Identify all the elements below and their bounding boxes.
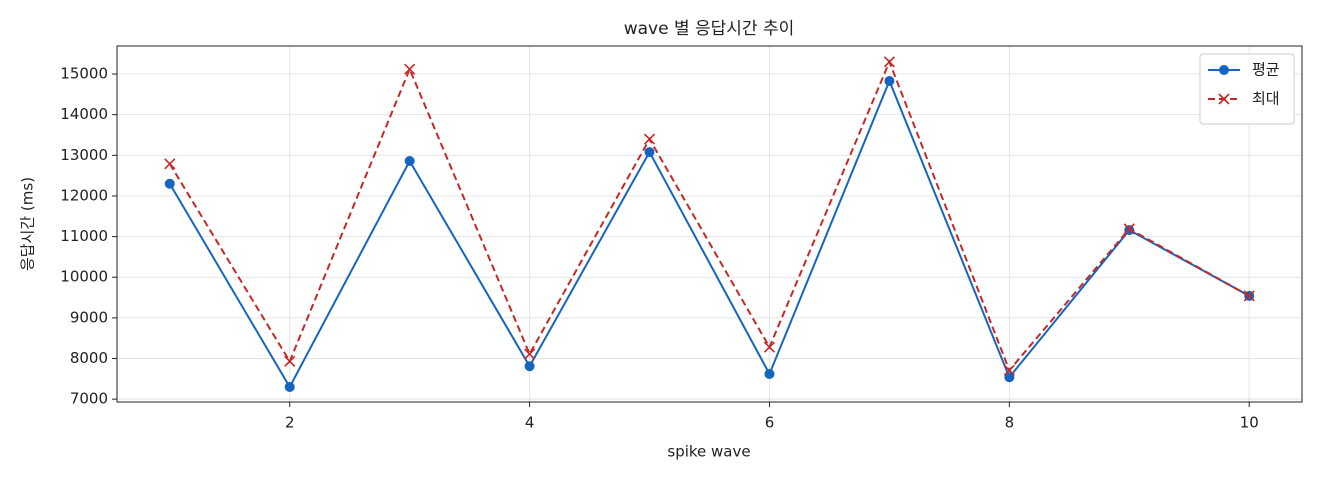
data-point — [284, 355, 296, 367]
legend-marker — [1219, 65, 1229, 75]
x-tick-label: 4 — [525, 414, 535, 432]
x-tick-label: 8 — [1005, 414, 1015, 432]
y-tick-label: 10000 — [60, 268, 108, 286]
y-tick-label: 15000 — [60, 65, 108, 83]
data-point — [1243, 290, 1255, 302]
data-point — [524, 361, 535, 372]
y-tick-label: 8000 — [70, 349, 108, 367]
data-point — [764, 368, 775, 379]
data-point — [763, 341, 776, 353]
data-point — [1004, 372, 1015, 383]
x-tick-label: 2 — [285, 414, 295, 432]
y-tick-label: 13000 — [60, 146, 108, 164]
plot-frame — [116, 45, 1303, 403]
data-point — [1003, 364, 1015, 376]
data-point — [884, 75, 895, 86]
data-point — [404, 63, 416, 75]
chart-title: wave 별 응답시간 추이 — [624, 19, 795, 39]
data-point — [524, 348, 536, 360]
legend-label: 평균 — [1252, 61, 1280, 79]
x-tick-label: 6 — [765, 414, 775, 432]
legend-marker — [1218, 93, 1230, 105]
data-point — [164, 158, 176, 170]
data-point — [643, 133, 656, 145]
y-tick-label: 14000 — [60, 105, 108, 123]
series-line — [168, 78, 1250, 390]
data-point — [164, 178, 175, 189]
data-point — [644, 147, 655, 158]
y-tick-label: 7000 — [70, 390, 108, 408]
legend-box — [1199, 53, 1295, 125]
y-axis-label: 응답시간 (ms) — [19, 177, 37, 271]
series-line — [168, 59, 1250, 373]
data-point — [883, 56, 895, 68]
data-point — [404, 156, 415, 167]
y-tick-label: 12000 — [60, 186, 108, 204]
y-tick-label: 9000 — [70, 308, 108, 326]
data-point — [1123, 223, 1135, 235]
data-point — [284, 381, 295, 392]
x-tick-label: 10 — [1240, 414, 1259, 432]
x-axis-label: spike wave — [667, 443, 750, 461]
legend-label: 최대 — [1252, 90, 1280, 108]
y-tick-label: 11000 — [60, 227, 108, 245]
